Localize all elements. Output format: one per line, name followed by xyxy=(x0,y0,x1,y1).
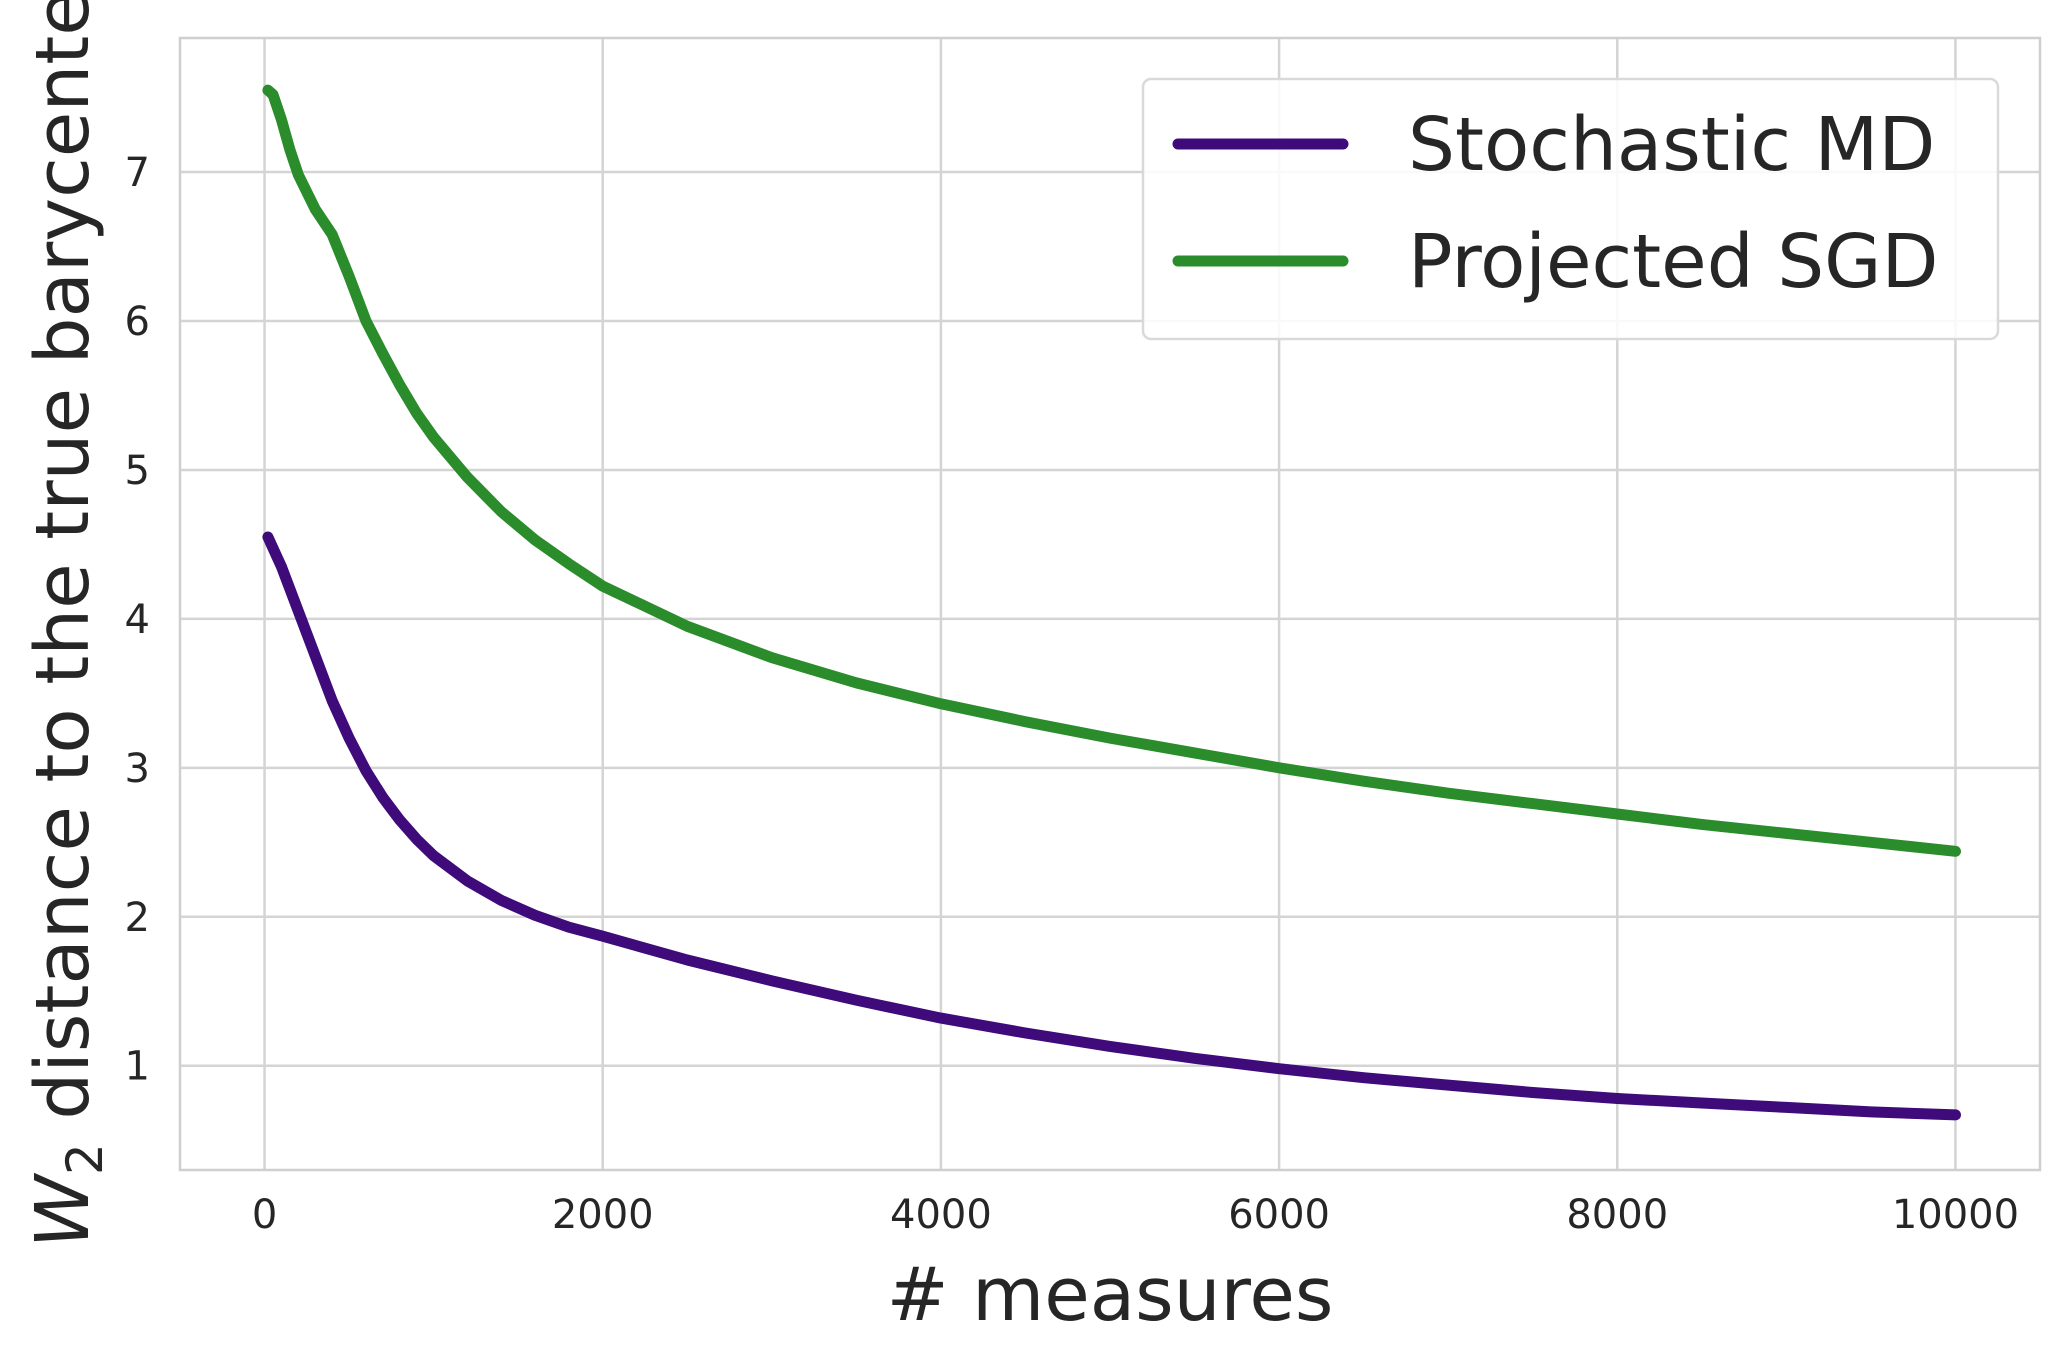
y-tick-label: 1 xyxy=(125,1044,150,1090)
x-axis-title: # measures xyxy=(887,1252,1334,1338)
legend-box xyxy=(1141,77,2000,341)
series-line-projected-sgd xyxy=(262,84,1961,857)
x-tick-label: 0 xyxy=(252,1192,277,1238)
x-tick-label: 8000 xyxy=(1566,1192,1668,1238)
y-tick-label: 7 xyxy=(125,150,150,196)
x-tick-label: 4000 xyxy=(890,1192,992,1238)
y-axis-title: W2 distance to the true barycenter xyxy=(20,0,114,1248)
y-axis-title-rest: distance to the true barycenter xyxy=(20,0,106,1143)
series-line-stochastic-md xyxy=(262,531,1961,1121)
y-tick-labels: 1 2 3 4 5 6 7 xyxy=(125,150,150,1090)
y-tick-label: 4 xyxy=(125,597,150,643)
series-lines xyxy=(262,84,1961,1121)
x-tick-label: 2000 xyxy=(552,1192,654,1238)
x-tick-labels: 0 2000 4000 6000 8000 10000 xyxy=(252,1192,2019,1238)
y-tick-label: 6 xyxy=(125,299,150,345)
legend-label-stochastic-md: Stochastic MD xyxy=(1408,102,1935,188)
legend: Stochastic MD Projected SGD xyxy=(1141,77,2000,341)
x-tick-label: 6000 xyxy=(1228,1192,1330,1238)
y-axis-title-main: W xyxy=(20,1172,106,1248)
y-tick-label: 5 xyxy=(125,448,150,494)
plot-frame xyxy=(178,36,2042,1172)
x-tick-label: 10000 xyxy=(1892,1192,2019,1238)
y-tick-label: 3 xyxy=(125,746,150,792)
y-axis-title-subscript: 2 xyxy=(56,1143,114,1175)
legend-label-projected-sgd: Projected SGD xyxy=(1408,219,1939,305)
y-tick-label: 2 xyxy=(125,895,150,941)
